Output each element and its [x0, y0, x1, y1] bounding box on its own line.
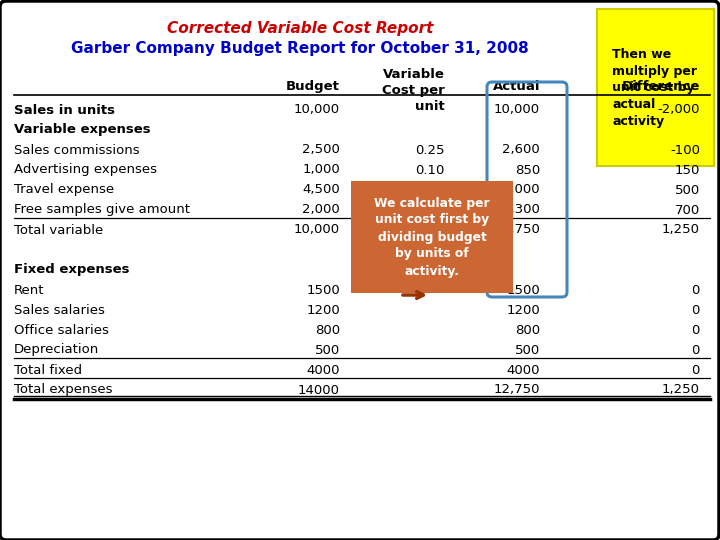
Text: 1500: 1500 — [306, 284, 340, 296]
Text: 2,600: 2,600 — [503, 144, 540, 157]
Text: Free samples give amount: Free samples give amount — [14, 204, 190, 217]
Text: 10,000: 10,000 — [294, 224, 340, 237]
Text: 0: 0 — [692, 284, 700, 296]
Text: 2,000: 2,000 — [302, 204, 340, 217]
Text: We calculate per
unit cost first by
dividing budget
by units of
activity.: We calculate per unit cost first by divi… — [374, 197, 490, 278]
Text: 0: 0 — [692, 303, 700, 316]
Text: 850: 850 — [515, 164, 540, 177]
Text: 4000: 4000 — [307, 363, 340, 376]
Text: 0: 0 — [692, 343, 700, 356]
Text: 1,250: 1,250 — [662, 383, 700, 396]
Text: Rent: Rent — [14, 284, 45, 296]
Text: 2,500: 2,500 — [302, 144, 340, 157]
Text: Sales salaries: Sales salaries — [14, 303, 105, 316]
Text: Sales commissions: Sales commissions — [14, 144, 140, 157]
Text: Difference: Difference — [621, 80, 700, 93]
Text: 1200: 1200 — [506, 303, 540, 316]
Text: 0: 0 — [692, 323, 700, 336]
Text: 1200: 1200 — [306, 303, 340, 316]
Text: 1500: 1500 — [506, 284, 540, 296]
Text: -2,000: -2,000 — [657, 104, 700, 117]
Text: 14000: 14000 — [298, 383, 340, 396]
Text: Variable
Cost per
unit: Variable Cost per unit — [382, 68, 445, 113]
Text: 500: 500 — [675, 184, 700, 197]
Text: 0.25: 0.25 — [415, 144, 445, 157]
Text: Budget: Budget — [286, 80, 340, 93]
Text: Depreciation: Depreciation — [14, 343, 99, 356]
Text: Travel expense: Travel expense — [14, 184, 114, 197]
Text: Fixed expenses: Fixed expenses — [14, 264, 130, 276]
Text: 4000: 4000 — [506, 363, 540, 376]
Text: Sales in units: Sales in units — [14, 104, 115, 117]
Text: 1,300: 1,300 — [502, 204, 540, 217]
Text: 10,000: 10,000 — [294, 104, 340, 117]
Text: Then we
multiply per
unit cost by
actual
activity: Then we multiply per unit cost by actual… — [613, 48, 698, 129]
Text: Office salaries: Office salaries — [14, 323, 109, 336]
Text: -100: -100 — [670, 144, 700, 157]
Text: 800: 800 — [515, 323, 540, 336]
Text: 0.20: 0.20 — [415, 204, 445, 217]
Text: Corrected Variable Cost Report: Corrected Variable Cost Report — [167, 21, 433, 36]
Text: 1,250: 1,250 — [662, 224, 700, 237]
FancyBboxPatch shape — [597, 9, 714, 166]
Text: 12,750: 12,750 — [493, 383, 540, 396]
Text: 8,750: 8,750 — [502, 224, 540, 237]
Text: 1,000: 1,000 — [302, 164, 340, 177]
Text: 1.00: 1.00 — [415, 224, 445, 237]
Text: Total fixed: Total fixed — [14, 363, 82, 376]
Text: 700: 700 — [675, 204, 700, 217]
FancyBboxPatch shape — [351, 181, 513, 293]
Text: 10,000: 10,000 — [494, 104, 540, 117]
Text: 0.45: 0.45 — [415, 184, 445, 197]
Text: 800: 800 — [315, 323, 340, 336]
Text: 500: 500 — [315, 343, 340, 356]
Text: 0: 0 — [692, 363, 700, 376]
Text: 0.10: 0.10 — [415, 164, 445, 177]
Text: Actual: Actual — [492, 80, 540, 93]
Text: 500: 500 — [515, 343, 540, 356]
Text: Total expenses: Total expenses — [14, 383, 112, 396]
Text: 4,500: 4,500 — [302, 184, 340, 197]
Text: Total variable: Total variable — [14, 224, 103, 237]
Text: 150: 150 — [675, 164, 700, 177]
Text: Garber Company Budget Report for October 31, 2008: Garber Company Budget Report for October… — [71, 40, 529, 56]
Text: Advertising expenses: Advertising expenses — [14, 164, 157, 177]
Text: 4,000: 4,000 — [503, 184, 540, 197]
Text: Variable expenses: Variable expenses — [14, 124, 150, 137]
